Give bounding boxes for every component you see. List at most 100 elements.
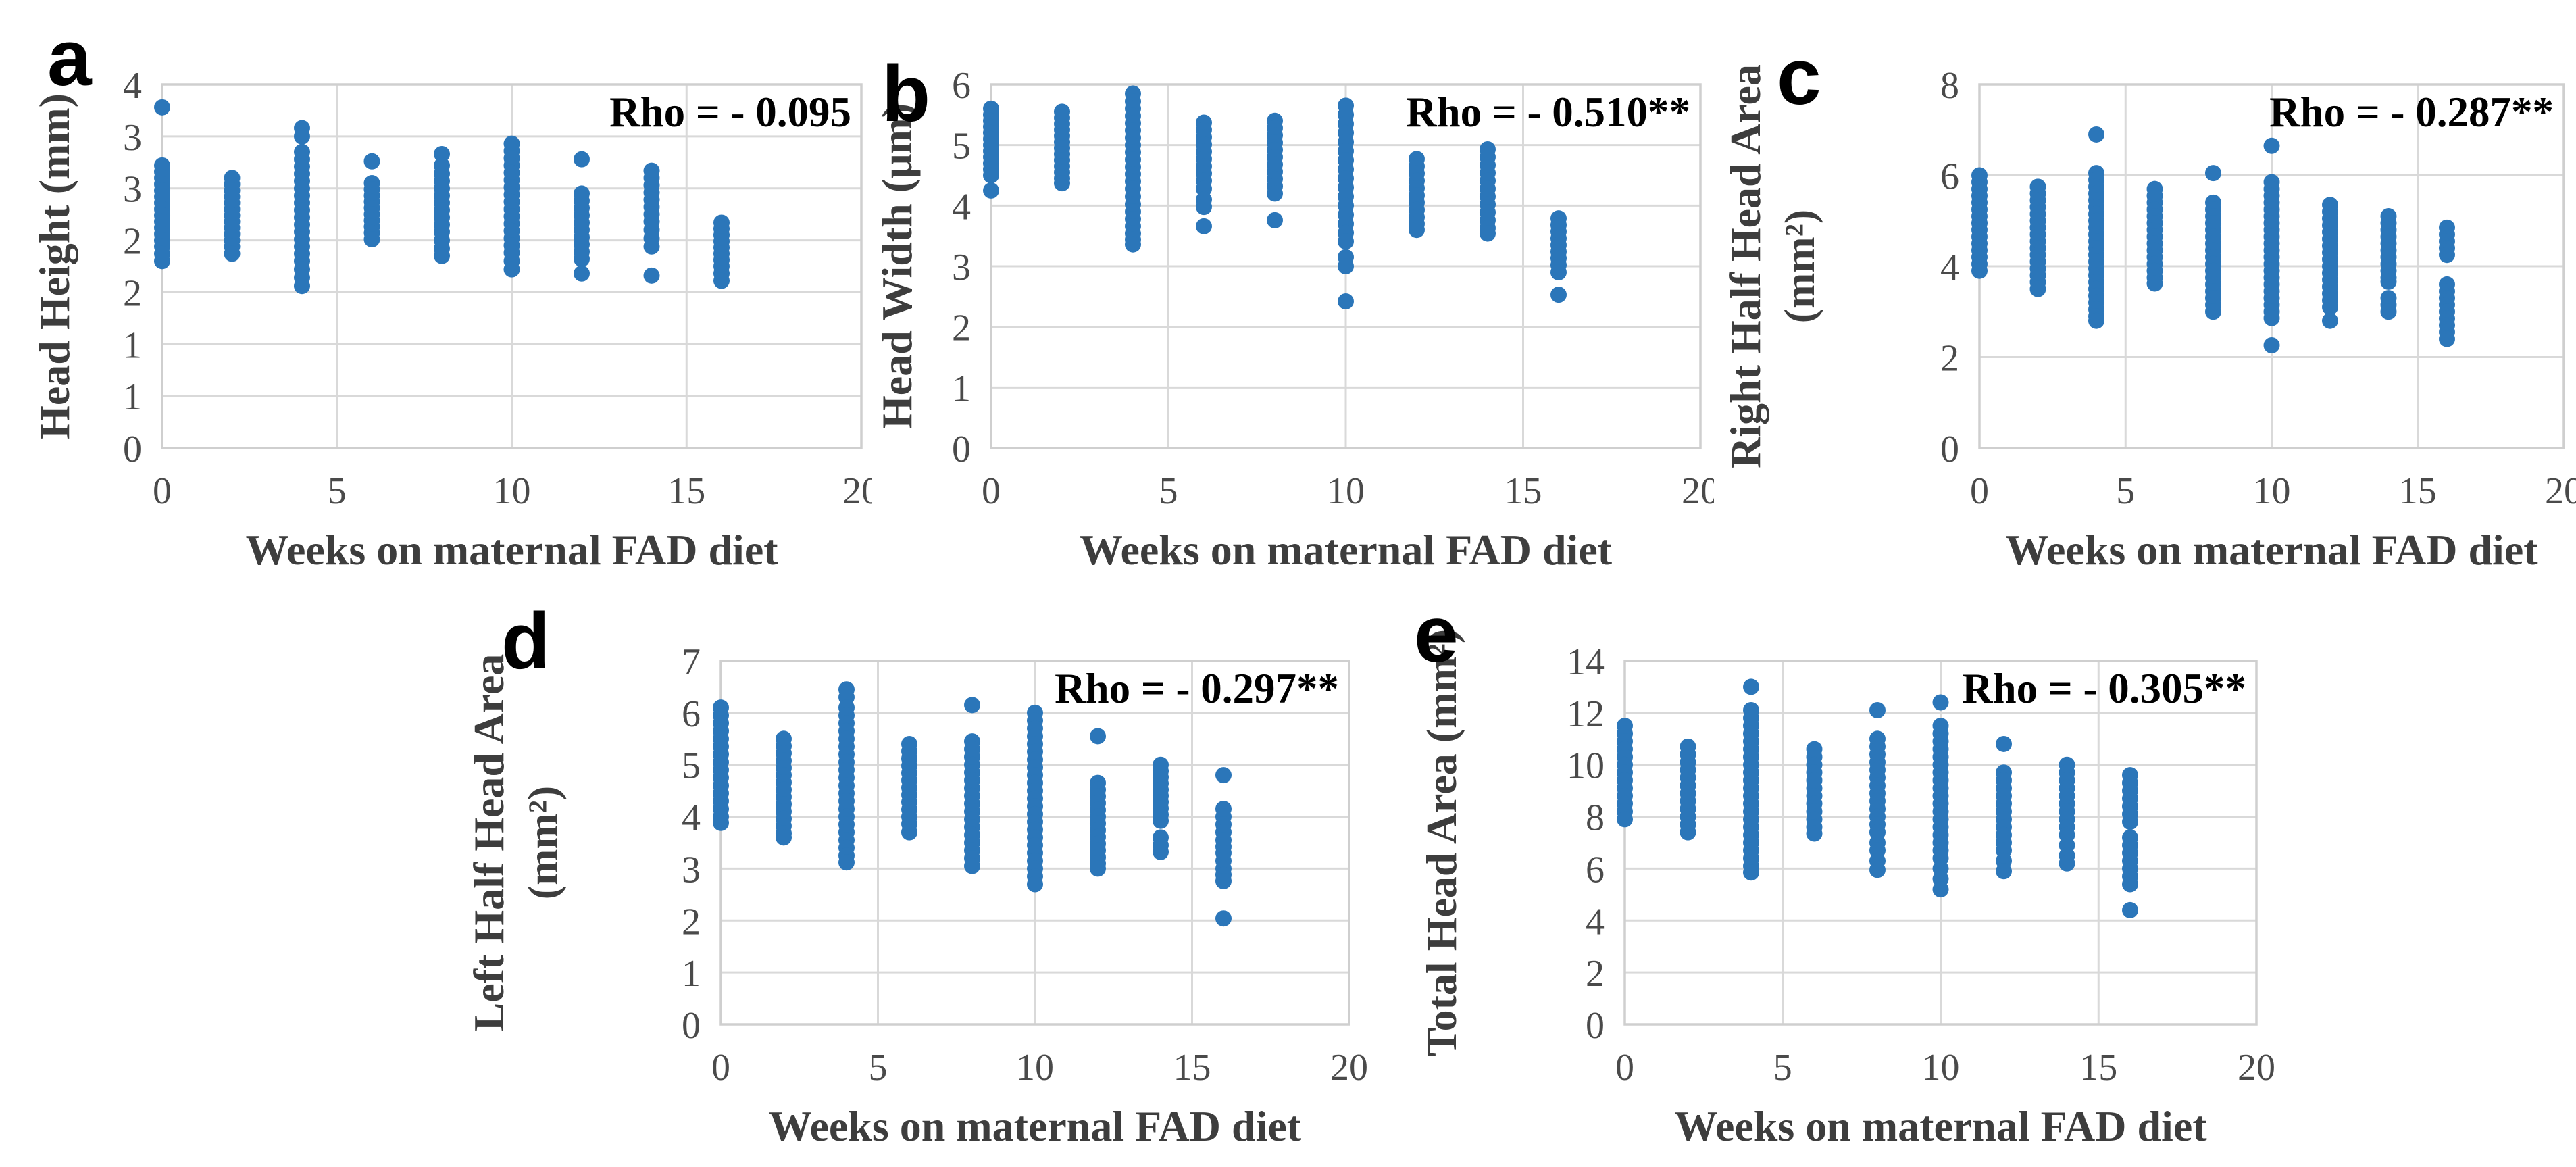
plot-frame	[1623, 660, 2258, 1026]
data-point	[964, 858, 980, 874]
x-tick-label: 5	[2116, 470, 2135, 512]
y-tick-label: 4	[123, 65, 142, 107]
x-tick-label: 5	[869, 1047, 888, 1089]
x-tick-label: 10	[1922, 1047, 1960, 1089]
data-point	[1550, 287, 1567, 303]
scatter-chart-b: 0 1 2 3 4 5 6 0 5 10 15 20 Weeks on maternal FAD die…	[869, 10, 1714, 585]
data-point	[643, 238, 660, 255]
data-point	[2439, 330, 2455, 347]
data-point	[1027, 876, 1043, 893]
y-tick-label: 3	[682, 849, 701, 891]
data-point	[1090, 860, 1106, 877]
x-tick-label: 0	[982, 470, 1001, 512]
data-point	[1153, 812, 1169, 829]
y-tick-label: 14	[1567, 641, 1605, 683]
panel-letter-b: b	[882, 49, 931, 139]
y-axis-title: (mm²)	[1775, 209, 1823, 323]
x-tick-label: 20	[1330, 1047, 1368, 1089]
data-point	[1196, 218, 1212, 234]
data-point	[1215, 910, 1232, 927]
data-point	[643, 267, 660, 284]
data-point	[1338, 233, 1354, 250]
y-tick-label: 8	[1940, 65, 1959, 107]
data-point	[1215, 767, 1232, 784]
y-axis-title: Head Width (μm)	[873, 103, 921, 429]
y-tick-label: 2	[952, 307, 971, 349]
data-point	[2263, 137, 2280, 154]
x-axis-title: Weeks on maternal FAD diet	[245, 526, 778, 574]
y-tick-label: 2	[682, 901, 701, 943]
y-tick-label: 6	[1586, 849, 1605, 891]
data-point	[2088, 126, 2104, 143]
data-point	[983, 167, 999, 184]
x-tick-label: 15	[667, 470, 705, 512]
data-point	[294, 128, 310, 145]
data-point	[1806, 825, 1823, 842]
data-point	[2122, 814, 2138, 830]
x-tick-label: 0	[711, 1047, 730, 1089]
data-point	[363, 153, 380, 170]
y-tick-label: 4	[1586, 901, 1605, 943]
y-tick-label: 0	[952, 428, 971, 470]
x-tick-label: 5	[1773, 1047, 1792, 1089]
data-point	[1680, 824, 1696, 841]
data-point	[1338, 293, 1354, 310]
chart-svg-d: 0 1 2 3 4 5 6 7 0 5 10 15 20 Weeks on maternal FAD di…	[471, 641, 1368, 1150]
x-tick-label: 20	[1682, 470, 1714, 512]
data-point	[2029, 280, 2046, 297]
data-point	[574, 251, 590, 268]
data-point	[2380, 273, 2397, 290]
data-point	[503, 261, 520, 278]
data-point	[1267, 212, 1283, 228]
data-point	[2205, 303, 2221, 320]
plot-frame	[990, 83, 1702, 449]
data-point	[1617, 811, 1633, 828]
data-point	[1971, 262, 1988, 279]
data-point	[1153, 843, 1169, 860]
data-point	[1338, 258, 1354, 274]
data-point	[1215, 872, 1232, 889]
y-axis-title: Right Half Head Area	[1721, 64, 1769, 468]
data-point	[1090, 728, 1106, 745]
x-tick-label: 5	[328, 470, 347, 512]
x-tick-label: 5	[1159, 470, 1178, 512]
x-tick-label: 0	[1615, 1047, 1634, 1089]
y-tick-label: 2	[123, 221, 142, 263]
data-point	[1869, 702, 1886, 719]
y-tick-label: 2	[1586, 953, 1605, 995]
data-point	[2380, 303, 2397, 320]
y-tick-label: 3	[952, 247, 971, 289]
data-point	[1550, 264, 1567, 280]
data-point	[964, 697, 980, 714]
data-point	[1743, 678, 1759, 695]
scatter-chart-c: 0 2 4 6 8 0 5 10 15 20 Weeks on maternal FAD diet R…	[1719, 10, 2576, 585]
y-tick-label: 0	[1586, 1005, 1605, 1047]
y-axis-title: Head Height (mm)	[30, 93, 78, 439]
y-tick-label: 3	[123, 117, 142, 159]
data-point	[294, 278, 310, 295]
data-point	[713, 814, 729, 831]
y-axis-title: Total Head Area (mm²)	[1417, 629, 1465, 1056]
x-tick-label: 20	[842, 470, 872, 512]
chart-svg-b: 0 1 2 3 4 5 6 0 5 10 15 20 Weeks on maternal FAD die…	[873, 65, 1714, 574]
data-point	[1054, 175, 1070, 192]
panel-letter-e: e	[1414, 590, 1459, 679]
x-tick-label: 10	[1327, 470, 1365, 512]
panel-d: d 0 1 2 3 4 5 6 7 0 5 10 15 20 Weeks on maternal FAD …	[471, 587, 1369, 1164]
y-tick-label: 1	[123, 376, 142, 418]
y-tick-label: 6	[1940, 156, 1959, 198]
scatter-chart-d: 0 1 2 3 4 5 6 7 0 5 10 15 20 Weeks on maternal FAD di…	[471, 587, 1369, 1161]
data-point	[1409, 222, 1425, 239]
data-point	[2205, 165, 2221, 182]
panel-b: b 0 1 2 3 4 5 6 0 5 10 15 20 Weeks on maternal FAD d…	[869, 10, 1714, 585]
data-point	[838, 854, 855, 871]
data-point	[1743, 864, 1759, 881]
data-point	[2322, 299, 2338, 316]
data-point	[154, 99, 170, 116]
panel-a: a 0 1 1 2 2 3 3 4 0 5 10 15 20 Weeks on maternal FAD …	[27, 10, 872, 585]
x-tick-label: 0	[153, 470, 172, 512]
y-tick-label: 1	[123, 324, 142, 366]
data-point	[2263, 309, 2280, 326]
